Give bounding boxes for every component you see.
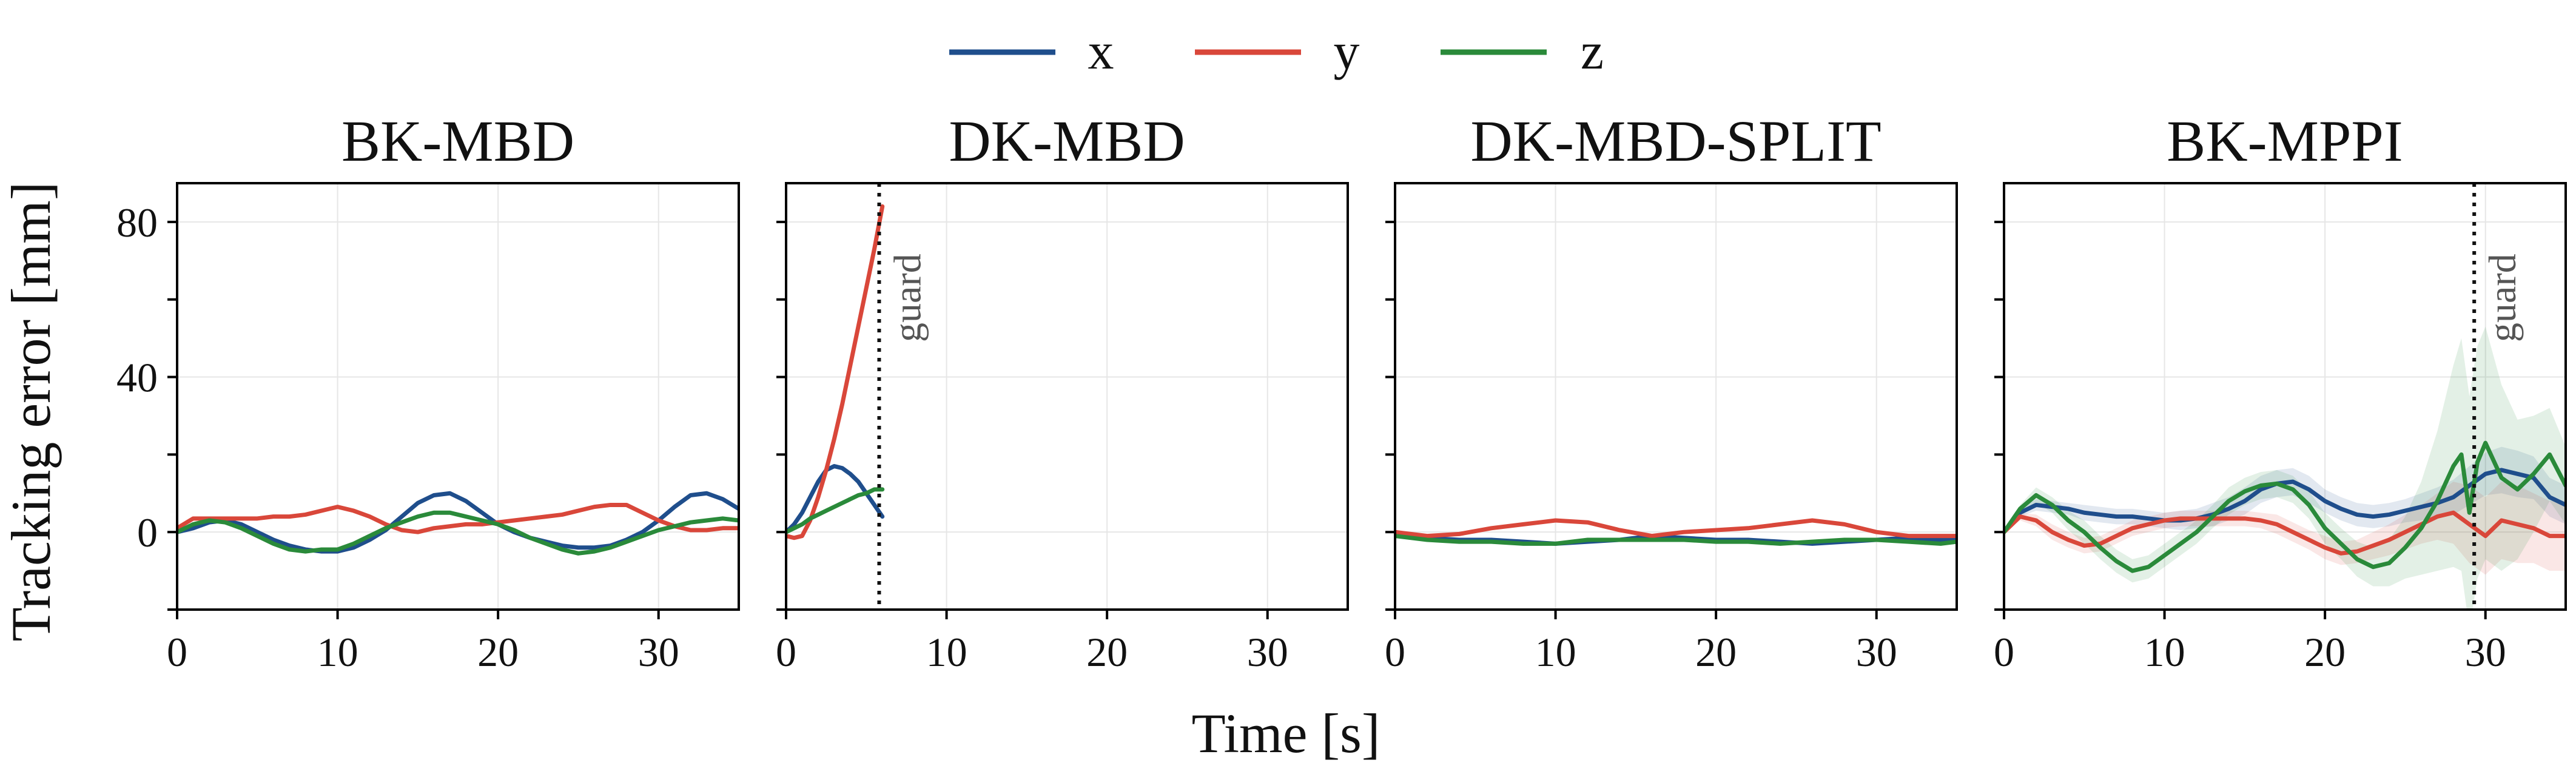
series-line-x (177, 491, 739, 554)
series-line-x (786, 464, 885, 534)
x-tick-label: 10 (1535, 629, 1576, 675)
guard-label: guard (2481, 254, 2524, 342)
confidence-band-z (2004, 326, 2566, 610)
series-line-z (1395, 534, 1957, 546)
y-tick-label: 0 (137, 510, 158, 556)
panel-frame (176, 182, 740, 611)
guard-label: guard (886, 254, 929, 342)
x-tick-label: 0 (776, 629, 796, 675)
panel-bk-mppi: BK-MPPI guard 0 10 20 30 (1994, 109, 2567, 675)
x-tick-label: 10 (317, 629, 358, 675)
confidence-band-x (2004, 446, 2566, 533)
x-tick-label: 30 (2465, 629, 2506, 675)
panel-bk-mbd: BK-MBD 0 10 20 30 0 40 80 (116, 109, 740, 675)
series-line-y (177, 502, 739, 534)
panel-title: DK-MBD-SPLIT (1470, 109, 1881, 173)
series-line-y (1395, 518, 1957, 539)
x-tick-label: 30 (1856, 629, 1897, 675)
panel-title: BK-MPPI (2167, 109, 2403, 173)
x-tick-label: 0 (167, 629, 187, 675)
x-tick-label: 30 (638, 629, 679, 675)
legend-label-x: x (1088, 22, 1114, 80)
x-tick-label: 20 (1695, 629, 1737, 675)
x-tick-label: 10 (2144, 629, 2185, 675)
panel-frame (2003, 182, 2567, 611)
x-tick-label: 0 (1385, 629, 1405, 675)
x-tick-label: 10 (926, 629, 967, 675)
series-line-z (177, 510, 739, 556)
legend-label-y: y (1334, 22, 1360, 80)
legend: x y z (949, 22, 1604, 80)
x-axis-label: Time [s] (1192, 702, 1380, 764)
x-tick-label: 30 (1247, 629, 1288, 675)
panel-dk-mbd-split: DK-MBD-SPLIT 0 10 20 30 (1385, 109, 1958, 675)
x-tick-label: 20 (1086, 629, 1128, 675)
panel-title: DK-MBD (949, 109, 1185, 173)
y-axis-label: Tracking error [mm] (0, 182, 62, 642)
x-tick-label: 20 (477, 629, 519, 675)
panel-dk-mbd: DK-MBD guard 0 10 20 30 (776, 109, 1349, 675)
y-tick-label: 80 (116, 200, 158, 246)
series-line-y (786, 204, 885, 540)
x-tick-label: 20 (2304, 629, 2346, 675)
y-tick-label: 40 (116, 355, 158, 401)
panel-frame (1394, 182, 1958, 611)
x-tick-label: 0 (1994, 629, 2014, 675)
panel-frame (785, 182, 1349, 611)
legend-label-z: z (1581, 22, 1604, 80)
panel-title: BK-MBD (341, 109, 574, 173)
series-line-z (786, 487, 885, 534)
series-line-z (2004, 440, 2566, 573)
